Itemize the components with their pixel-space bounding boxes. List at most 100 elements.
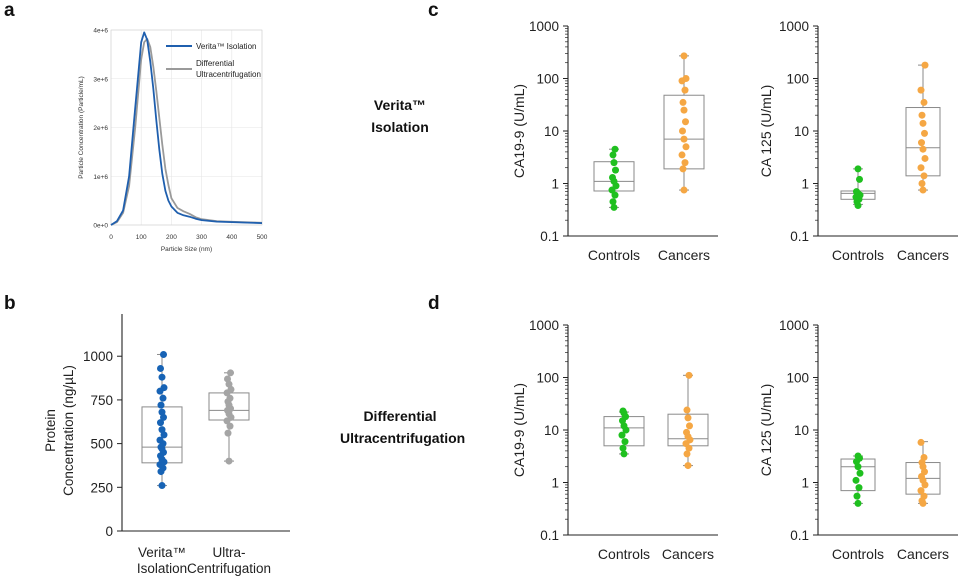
x-tick-label: 100 <box>136 234 147 241</box>
row-label-verita-line1: Verita™ <box>373 97 427 113</box>
data-point-cancers <box>920 492 928 500</box>
y-tick-label: 250 <box>90 480 113 495</box>
data-point-ultra <box>226 394 234 402</box>
x-tick-label-controls: Controls <box>588 247 640 263</box>
data-point-cancers <box>684 414 692 422</box>
data-point-cancers <box>683 428 690 436</box>
legend-label-verita: Verita™ Isolation <box>196 42 256 51</box>
data-point-controls <box>610 203 618 211</box>
data-point-controls <box>611 191 619 199</box>
y-tick-label: 0 <box>105 524 113 539</box>
y-tick-label: 100 <box>536 371 559 386</box>
y-tick-label: 1 <box>801 177 809 192</box>
data-point-ultra <box>224 375 231 383</box>
y-tick-label: 1000 <box>779 19 809 34</box>
data-point-cancers <box>918 180 926 187</box>
data-point-verita <box>160 431 168 439</box>
data-point-cancers <box>682 118 689 126</box>
y-axis-label-line1: Protein <box>43 409 58 452</box>
data-point-controls <box>619 444 627 452</box>
y-tick-label: 1000 <box>529 318 559 333</box>
y-tick-label: 100 <box>536 72 559 87</box>
x-tick-label-cancers: Cancers <box>662 546 714 562</box>
data-point-cancers <box>919 119 927 127</box>
y-tick-label: 1 <box>801 476 809 491</box>
data-point-cancers <box>921 129 928 137</box>
data-point-ultra <box>224 429 232 437</box>
data-point-cancers <box>917 86 925 94</box>
y-tick-label: 750 <box>90 393 113 408</box>
data-point-cancers <box>683 406 691 414</box>
y-tick-label: 1 <box>551 476 559 491</box>
data-point-controls <box>611 145 619 153</box>
legend-label-duc-line1: Differential <box>196 59 234 68</box>
data-point-controls <box>619 407 627 415</box>
data-point-cancers <box>678 151 686 159</box>
x-tick-label: 0 <box>109 234 113 241</box>
y-tick-label: 0.1 <box>790 229 809 244</box>
y-tick-label: 10 <box>794 423 809 438</box>
data-point-controls <box>620 450 628 458</box>
data-point-controls <box>854 452 862 460</box>
data-point-verita <box>158 482 166 490</box>
data-point-cancers <box>680 52 688 60</box>
series-line-verita <box>110 31 263 226</box>
data-point-controls <box>609 151 617 159</box>
data-point-controls <box>854 165 862 173</box>
data-point-controls <box>853 492 861 500</box>
x-tick-label-verita-line1: Verita™ <box>138 545 186 560</box>
data-point-cancers <box>918 111 926 119</box>
data-point-controls <box>609 198 617 206</box>
data-point-ultra <box>225 457 233 465</box>
data-point-verita <box>158 408 166 416</box>
x-tick-label-cancers: Cancers <box>897 247 949 263</box>
data-point-ultra <box>227 369 234 377</box>
data-point-cancers <box>921 154 929 162</box>
data-point-cancers <box>680 106 688 114</box>
data-point-controls <box>621 438 629 446</box>
data-point-verita <box>160 384 168 392</box>
data-point-cancers <box>680 186 688 194</box>
data-point-cancers <box>918 139 925 147</box>
data-point-cancers <box>920 98 928 106</box>
y-tick-label: 10 <box>794 124 809 139</box>
row-label-duc: Differential Ultracentrifugation <box>340 405 466 449</box>
data-point-ultra <box>227 385 235 393</box>
x-tick-label-ultra-line2: Centrifugation <box>187 561 271 576</box>
plot-frame <box>110 29 263 226</box>
y-tick-label: 0.1 <box>540 229 559 244</box>
data-point-verita <box>159 394 167 402</box>
data-point-cancers <box>679 165 687 173</box>
data-point-verita <box>157 419 164 427</box>
data-point-verita <box>160 350 167 358</box>
x-tick-label-controls: Controls <box>598 546 650 562</box>
y-tick-label: 10 <box>544 124 559 139</box>
row-label-verita: Verita™ Isolation <box>340 94 460 138</box>
y-tick-label: 1 <box>551 177 559 192</box>
data-point-verita <box>158 373 166 381</box>
panel-letter-c: c <box>428 0 439 21</box>
data-point-cancers <box>917 164 925 172</box>
data-point-cancers <box>917 438 925 446</box>
row-label-duc-line2: Ultracentrifugation <box>340 430 466 446</box>
data-point-controls <box>853 188 860 196</box>
data-point-cancers <box>920 172 928 180</box>
data-point-cancers <box>686 422 693 430</box>
y-axis-label: Particle Concentration (Particle/mL) <box>78 76 85 179</box>
data-point-cancers <box>919 145 927 153</box>
y-axis-label: CA19-9 (U/mL) <box>511 383 527 477</box>
data-point-cancers <box>683 450 691 458</box>
panel-letter-d: d <box>428 293 440 314</box>
x-axis-label: Particle Size (nm) <box>161 246 212 253</box>
x-tick-label-controls: Controls <box>832 247 884 263</box>
x-tick-label-ultra-line1: Ultra- <box>213 545 246 560</box>
data-point-controls <box>856 175 863 183</box>
y-tick-label: 1000 <box>779 318 809 333</box>
data-point-cancers <box>679 127 686 135</box>
data-point-cancers <box>685 371 693 379</box>
data-point-controls <box>856 469 864 477</box>
y-axis-label: CA 125 (U/mL) <box>758 384 774 477</box>
x-tick-label: 400 <box>226 234 237 241</box>
